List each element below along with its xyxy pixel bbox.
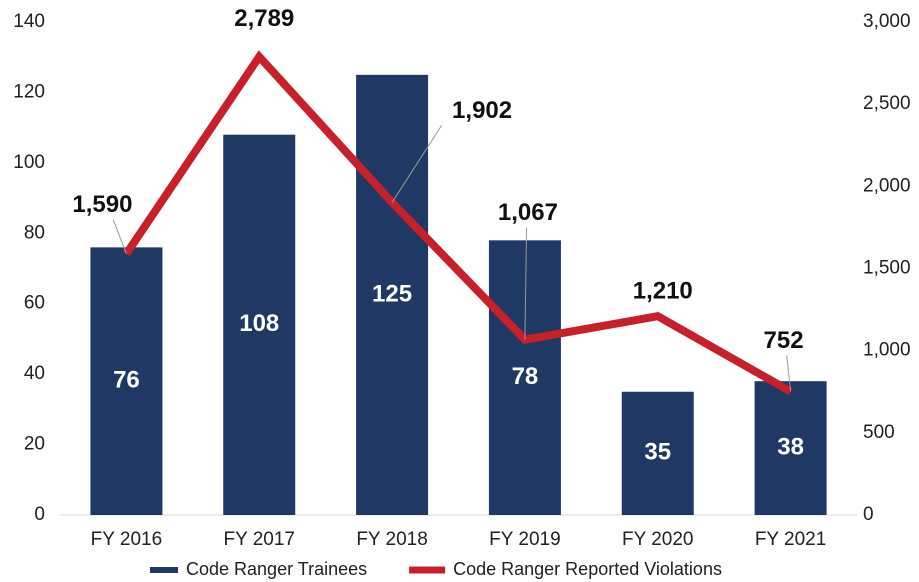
x-tick-label: FY 2018 bbox=[356, 529, 427, 550]
y-tick-label: 120 bbox=[13, 81, 45, 102]
bar bbox=[488, 240, 561, 516]
bar-label: 35 bbox=[644, 439, 671, 466]
leader-line bbox=[391, 125, 443, 203]
bar bbox=[356, 74, 429, 516]
leader-line bbox=[112, 219, 127, 254]
bar-label: 76 bbox=[113, 367, 140, 394]
y2-tick-label: 2,000 bbox=[863, 175, 911, 196]
bar bbox=[621, 391, 694, 515]
bar-label: 78 bbox=[512, 363, 539, 390]
y2-tick-label: 2,500 bbox=[863, 93, 911, 114]
y-tick-label: 20 bbox=[24, 434, 45, 455]
legend-swatch bbox=[150, 567, 178, 573]
bar-label: 108 bbox=[239, 310, 279, 337]
legend-label: Code Ranger Trainees bbox=[186, 559, 367, 579]
y-tick-label: 40 bbox=[24, 363, 45, 384]
x-tick-label: FY 2016 bbox=[91, 529, 162, 550]
x-tick-label: FY 2017 bbox=[224, 529, 295, 550]
line-label: 752 bbox=[764, 327, 804, 354]
y-tick-label: 0 bbox=[34, 504, 45, 525]
y2-tick-label: 3,000 bbox=[863, 11, 911, 32]
y-tick-label: 100 bbox=[13, 152, 45, 173]
line-label: 1,067 bbox=[498, 199, 558, 226]
line-label: 1,590 bbox=[72, 191, 132, 218]
x-tick-label: FY 2020 bbox=[622, 529, 693, 550]
y2-tick-label: 500 bbox=[863, 422, 895, 443]
y-tick-label: 80 bbox=[24, 222, 45, 243]
y2-tick-label: 1,500 bbox=[863, 258, 911, 279]
bar bbox=[90, 247, 163, 515]
line-label: 1,902 bbox=[452, 97, 512, 124]
bar bbox=[223, 134, 296, 515]
line-label: 1,210 bbox=[633, 278, 693, 305]
y-tick-label: 140 bbox=[13, 11, 45, 32]
leader-line bbox=[786, 355, 792, 392]
line-label: 2,789 bbox=[234, 5, 294, 32]
legend-label: Code Ranger Reported Violations bbox=[453, 559, 722, 579]
bar-label: 38 bbox=[777, 433, 804, 460]
y-tick-label: 60 bbox=[24, 293, 45, 314]
bar-label: 125 bbox=[372, 280, 412, 307]
x-tick-label: FY 2021 bbox=[755, 529, 826, 550]
bar bbox=[754, 381, 827, 515]
line bbox=[123, 50, 793, 395]
x-tick-label: FY 2019 bbox=[489, 529, 560, 550]
leader-line bbox=[524, 227, 528, 340]
y2-tick-label: 1,000 bbox=[863, 340, 911, 361]
y2-tick-label: 0 bbox=[863, 504, 874, 525]
